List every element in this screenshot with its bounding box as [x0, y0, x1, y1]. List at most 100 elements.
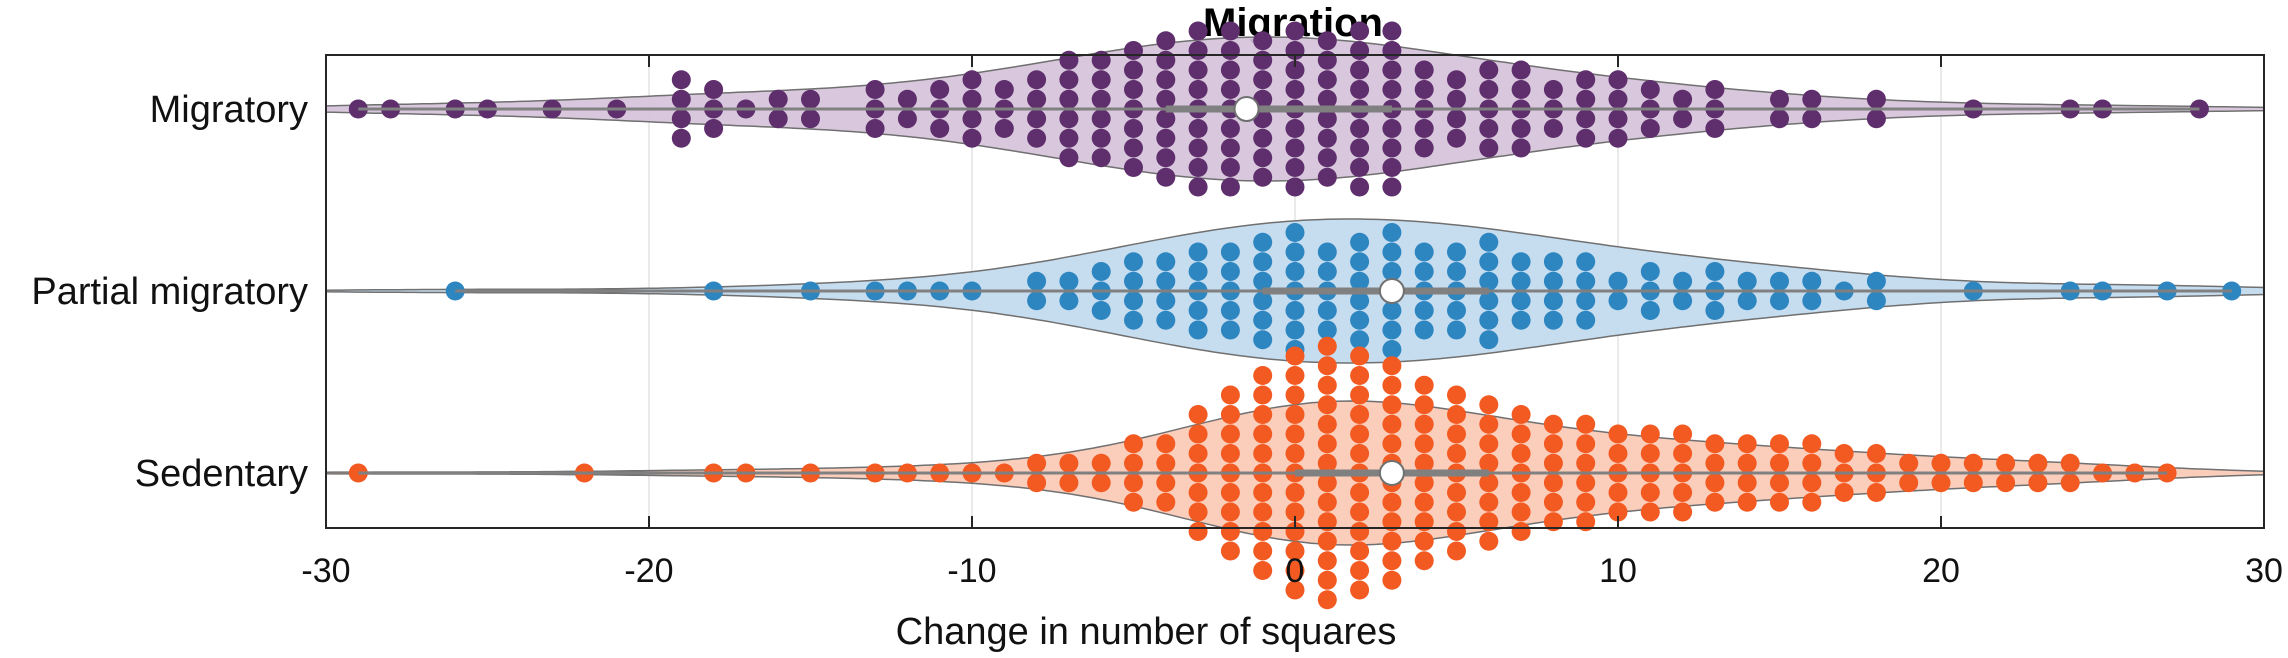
data-point	[1059, 89, 1079, 109]
data-point	[1866, 271, 1886, 291]
data-point	[1576, 414, 1596, 434]
data-point	[1705, 80, 1725, 99]
data-point	[1673, 502, 1693, 522]
data-point	[1285, 80, 1305, 99]
data-point	[1414, 80, 1434, 99]
data-point	[1640, 262, 1660, 281]
data-point	[1640, 424, 1660, 444]
data-point	[1576, 291, 1596, 311]
data-point	[1188, 158, 1208, 177]
data-point	[1091, 453, 1111, 473]
data-point	[1414, 473, 1434, 493]
data-point	[1543, 310, 1563, 330]
data-point	[704, 80, 724, 99]
x-tick-label: 0	[1286, 552, 1305, 590]
data-point	[1350, 561, 1370, 580]
data-point	[1124, 80, 1143, 99]
data-point	[1447, 242, 1466, 262]
data-point	[1447, 70, 1466, 90]
data-point	[1479, 119, 1499, 138]
data-point	[865, 80, 885, 99]
data-point	[1350, 138, 1370, 158]
data-point	[1156, 109, 1176, 129]
data-point	[1156, 271, 1176, 291]
data-point	[671, 109, 691, 129]
data-point	[1479, 330, 1499, 350]
data-point	[1382, 60, 1402, 80]
data-point	[1737, 492, 1757, 512]
data-point	[671, 70, 691, 90]
data-point	[1576, 128, 1596, 148]
data-point	[1156, 252, 1176, 272]
data-point	[1059, 473, 1079, 493]
data-point	[1382, 551, 1402, 571]
data-point	[1447, 301, 1466, 320]
data-point	[1382, 340, 1402, 359]
data-point	[1479, 252, 1499, 272]
data-point	[1802, 271, 1822, 291]
category-labels: Migratory Partial migratory Sedentary	[31, 89, 308, 495]
data-point	[1963, 453, 1983, 473]
data-point	[1350, 177, 1370, 197]
data-point	[1188, 301, 1208, 320]
data-point	[1447, 424, 1466, 444]
data-point	[1285, 580, 1305, 600]
data-point	[1382, 242, 1402, 262]
data-point	[1705, 453, 1725, 473]
data-point	[1576, 310, 1596, 330]
data-point	[1963, 473, 1983, 493]
data-point	[1866, 483, 1886, 502]
data-point	[1382, 320, 1402, 340]
data-point	[1124, 434, 1143, 454]
data-point	[1091, 262, 1111, 281]
data-point	[1188, 502, 1208, 522]
data-point	[1027, 128, 1047, 148]
data-point	[1220, 444, 1240, 463]
data-point	[1447, 483, 1466, 502]
data-point	[1576, 473, 1596, 493]
data-point	[1285, 385, 1305, 405]
data-point	[1350, 424, 1370, 444]
data-point	[1350, 346, 1370, 366]
data-point	[1447, 89, 1466, 109]
data-point	[1673, 89, 1693, 109]
data-point	[1899, 453, 1919, 473]
data-point	[1188, 320, 1208, 340]
data-point	[1253, 330, 1273, 350]
x-tick-label: -10	[947, 552, 996, 590]
data-point	[1059, 291, 1079, 311]
data-point	[1156, 167, 1176, 187]
data-point	[1220, 138, 1240, 158]
data-point	[1447, 262, 1466, 281]
data-point	[1543, 453, 1563, 473]
data-point	[1285, 346, 1305, 366]
data-point	[1543, 473, 1563, 493]
data-point	[1156, 453, 1176, 473]
data-point	[1188, 177, 1208, 197]
data-point	[1253, 31, 1273, 51]
data-point	[671, 89, 691, 109]
data-point	[1770, 473, 1789, 493]
data-point	[1382, 414, 1402, 434]
data-point	[1156, 128, 1176, 148]
data-point	[1188, 138, 1208, 158]
data-point	[1253, 252, 1273, 272]
data-point	[1350, 21, 1370, 41]
data-point	[1382, 80, 1402, 99]
data-point	[1188, 80, 1208, 99]
data-point	[1479, 531, 1499, 551]
data-point	[1124, 41, 1143, 60]
data-point	[994, 119, 1014, 138]
data-point	[1188, 262, 1208, 281]
data-point	[1899, 473, 1919, 493]
x-tick-label: -30	[301, 552, 350, 590]
data-point	[1608, 70, 1628, 90]
data-point	[1350, 60, 1370, 80]
data-point	[1834, 483, 1854, 502]
data-point	[1317, 242, 1337, 262]
data-point	[1770, 109, 1789, 129]
data-point	[1576, 492, 1596, 512]
data-point	[1285, 177, 1305, 197]
data-point	[1382, 375, 1402, 395]
data-point	[1059, 50, 1079, 70]
